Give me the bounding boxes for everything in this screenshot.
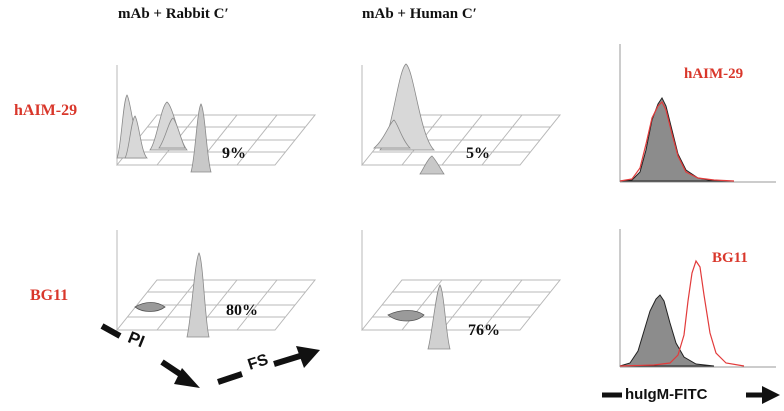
surface-plot-bg11-human-graphic [360,230,562,350]
hist-axis-arrow-graphic [602,386,780,404]
percent-haim29-rabbit: 9% [222,145,246,162]
percent-bg11-human: 76% [468,322,500,339]
histogram-label-haim29: hAIM-29 [684,66,744,82]
histogram-haim29-graphic [619,44,776,183]
hist-axis-arrow [600,384,780,406]
histogram-bg11-graphic [619,229,776,368]
fs-axis-arrow-graphic [217,346,320,385]
column-title-rabbit: mAb + Rabbit C′ [118,6,229,22]
surface-plot-bg11-rabbit [95,225,325,375]
fs-axis-arrow [212,340,332,390]
surface-plot-haim29-human-graphic [360,63,562,175]
pi-axis-arrow-graphic [100,323,200,388]
surface-plot-bg11-human [340,225,570,375]
histogram-label-bg11: BG11 [712,250,748,266]
hist-axis-label: huIgM-FITC [625,386,708,403]
percent-haim29-human: 5% [466,145,490,162]
histogram-bg11 [614,225,779,375]
histogram-haim29 [614,40,779,190]
row-label-haim29: hAIM-29 [14,102,78,119]
surface-plot-bg11-rabbit-graphic [115,230,317,338]
pi-axis-arrow [100,322,230,392]
row-label-bg11: BG11 [30,287,69,304]
column-title-human: mAb + Human C′ [362,6,477,22]
surface-plot-haim29-rabbit [95,40,325,190]
surface-plot-haim29-rabbit-graphic [115,65,317,173]
percent-bg11-rabbit: 80% [226,302,258,319]
surface-plot-haim29-human [340,40,570,190]
